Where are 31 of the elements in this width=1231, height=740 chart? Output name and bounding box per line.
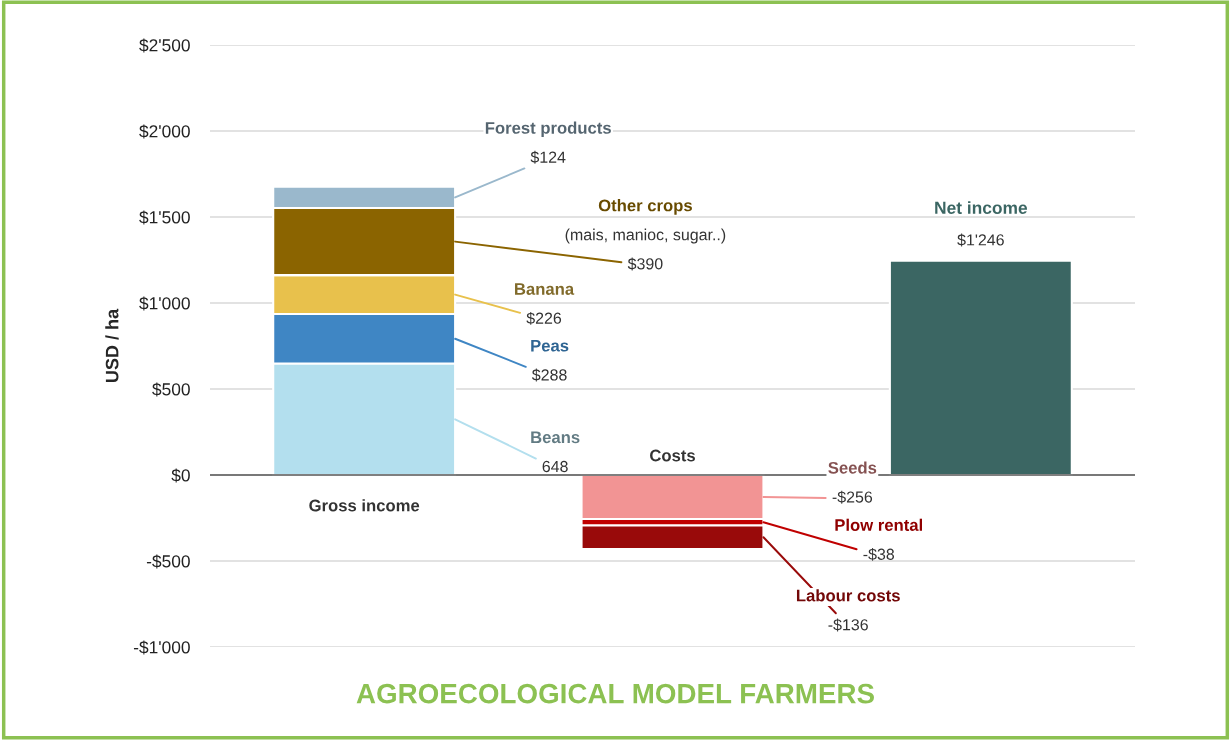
text: Forest products (485, 121, 611, 138)
text: Plow rental (835, 518, 923, 531)
text: AGROECOLOGICAL MODEL FARMERS (356, 683, 874, 704)
y-tick-label: $0 (171, 468, 190, 483)
text: Other crops (598, 199, 692, 215)
y-tick-label: -$1'000 (133, 640, 190, 655)
data-label: $124 (530, 150, 566, 164)
data-label: $226 (526, 311, 562, 325)
data-label: $390 (627, 257, 663, 271)
y-tick-label: $2'000 (139, 124, 190, 139)
x-tick-label: Gross income (309, 499, 420, 512)
y-tick-label: $1'500 (139, 210, 190, 225)
text: Labour costs (796, 589, 900, 602)
data-label: -$136 (828, 618, 868, 632)
x-tick-label: Costs (650, 449, 695, 462)
data-label: -$256 (832, 490, 873, 504)
y-tick-label: -$500 (146, 554, 190, 569)
y-tick-label: $1'000 (139, 296, 190, 311)
y-tick-label: $500 (152, 382, 190, 397)
text: Peas (531, 339, 569, 352)
text: Seeds (828, 461, 877, 474)
x-tick-label: Net income (935, 201, 1028, 214)
annotation: (mais, manioc, sugar..) (565, 228, 726, 244)
text: Banana (515, 283, 575, 295)
y-tick-label: $2'500 (139, 38, 190, 53)
y-axis-title: USD / ha (105, 308, 119, 383)
data-label: $1'246 (957, 233, 1004, 247)
data-label: -$38 (863, 547, 895, 561)
data-label: 648 (542, 460, 568, 473)
text: Beans (531, 431, 580, 444)
data-label: $288 (531, 368, 567, 382)
